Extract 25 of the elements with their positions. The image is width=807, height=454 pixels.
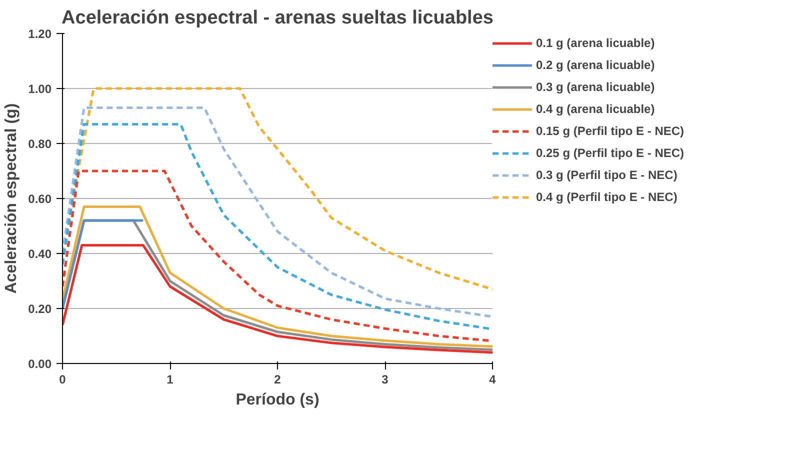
- x-axis-title: Período (s): [236, 392, 320, 408]
- legend-label: 0.3 g (arena licuable): [536, 80, 655, 94]
- y-axis-title: Aceleración espectral (g): [3, 103, 20, 294]
- legend-label: 0.4 g (Perfil tipo E - NEC): [536, 190, 678, 204]
- x-tick-label: 1: [166, 372, 174, 386]
- y-tick-label: 1.20: [28, 27, 52, 41]
- y-tick-label: 1.00: [28, 82, 52, 96]
- legend-label: 0.4 g (arena licuable): [536, 102, 655, 116]
- legend-label: 0.15 g (Perfil tipo E - NEC): [536, 124, 684, 138]
- y-tick-label: 0.40: [28, 247, 52, 261]
- y-tick-label: 0.20: [28, 302, 52, 316]
- line-series: [62, 87, 492, 290]
- legend-label: 0.1 g (arena licuable): [536, 36, 655, 50]
- x-tick-label: 4: [489, 372, 496, 386]
- chart-title: Aceleración espectral - arenas sueltas licuables: [62, 8, 494, 28]
- legend-label: 0.25 g (Perfil tipo E - NEC): [536, 146, 684, 160]
- x-tick-label: 0: [59, 372, 66, 386]
- y-tick-label: 0.80: [28, 137, 52, 151]
- x-tick-label: 3: [382, 372, 389, 386]
- y-tick-label: 0.00: [28, 357, 52, 371]
- y-tick-label: 0.60: [28, 192, 52, 206]
- x-tick-label: 2: [274, 372, 282, 386]
- legend-label: 0.2 g (arena licuable): [536, 58, 655, 72]
- legend-label: 0.3 g (Perfil tipo E - NEC): [536, 168, 678, 182]
- line-series: [62, 244, 492, 354]
